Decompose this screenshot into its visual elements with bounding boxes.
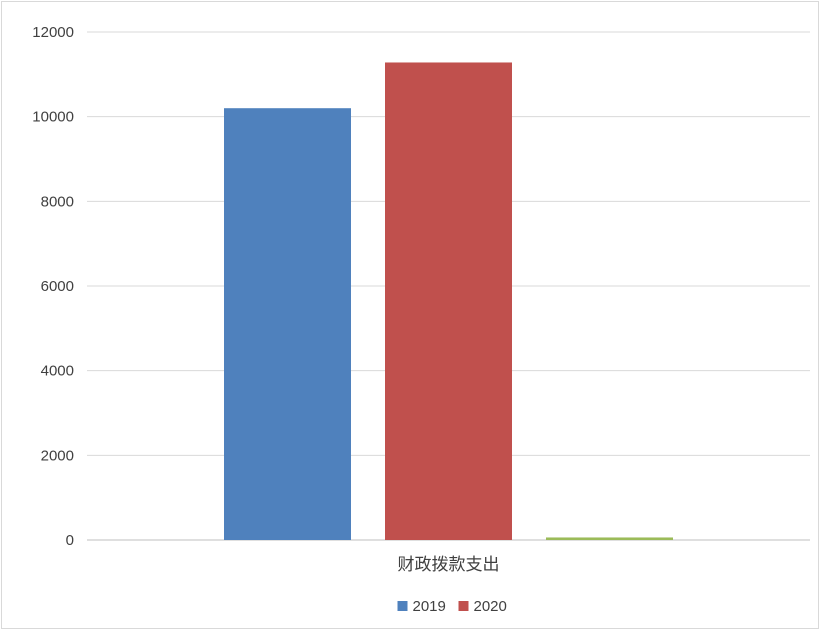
y-tick-label: 6000 [41, 278, 74, 295]
x-category-label: 财政拨款支出 [398, 555, 500, 574]
legend-swatch-2020 [458, 601, 469, 611]
y-tick-label: 0 [66, 532, 74, 549]
x-axis-category-labels: 财政拨款支出 [398, 555, 500, 574]
y-axis-tick-labels: 0 2000 4000 6000 8000 10000 12000 [32, 24, 74, 549]
legend-label-2019: 2019 [413, 598, 446, 615]
y-tick-label: 12000 [32, 24, 74, 41]
bars [224, 62, 673, 540]
legend: 2019 2020 [397, 598, 507, 615]
bar-2020 [385, 62, 512, 540]
y-tick-label: 10000 [32, 109, 74, 126]
y-tick-label: 8000 [41, 193, 74, 210]
bar-series-3 [546, 537, 673, 540]
legend-label-2020: 2020 [474, 598, 507, 615]
bar-2019 [224, 108, 351, 540]
legend-swatch-2019 [397, 601, 408, 611]
y-tick-label: 2000 [41, 447, 74, 464]
y-tick-label: 4000 [41, 363, 74, 380]
